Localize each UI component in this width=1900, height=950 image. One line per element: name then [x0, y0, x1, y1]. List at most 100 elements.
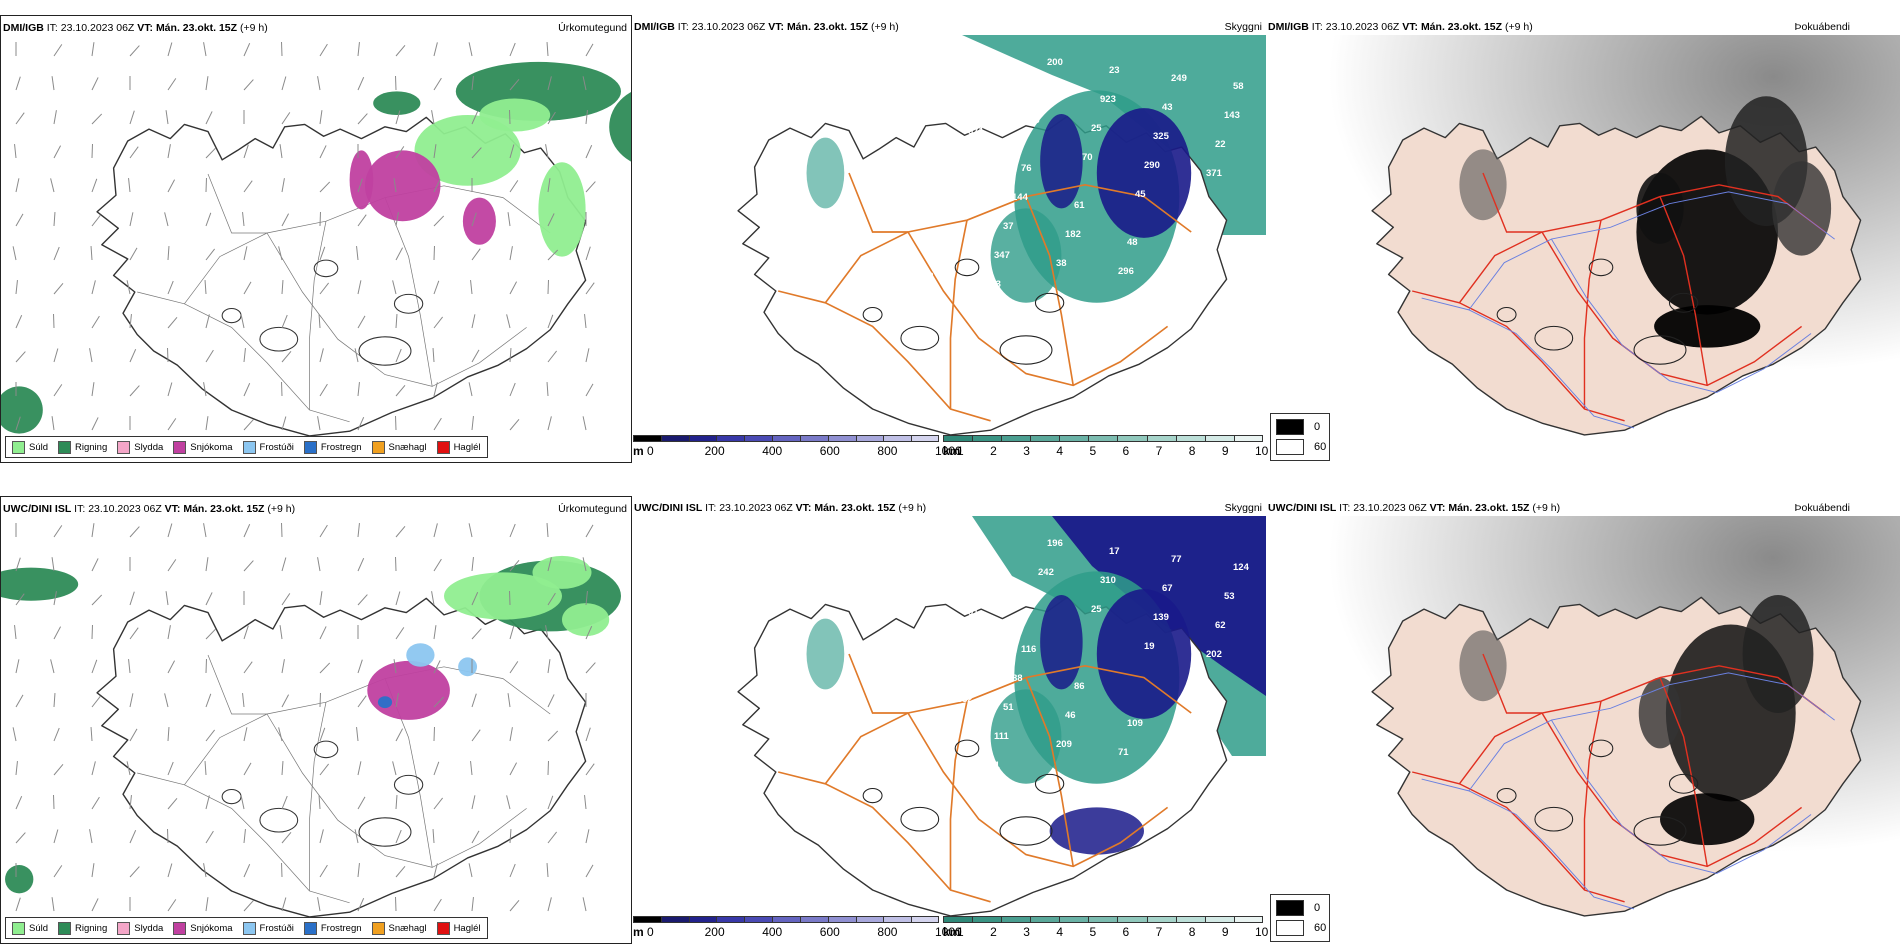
fog-panel-name-bottom: Þokuábendi — [1794, 502, 1850, 514]
cloudbase-label: 263 — [985, 279, 1001, 290]
colorbar-segment — [716, 435, 745, 442]
wind-barb — [433, 316, 444, 329]
fog-panel-bottom: UWC/DINI ISL IT: 23.10.2023 06Z VT: Mán.… — [1266, 496, 1900, 944]
legend-label: Rigning — [75, 922, 108, 934]
cloudbase-label: 68 — [897, 628, 908, 639]
wind-barb — [91, 761, 96, 776]
fog-panel-top: DMI/IGB IT: 23.10.2023 06Z VT: Mán. 23.o… — [1266, 15, 1900, 463]
precip-legend-item: Snæhagl — [371, 440, 427, 454]
cloudbase-label: 116 — [1021, 644, 1036, 655]
freezing-rain-area — [377, 696, 393, 709]
wind-barb — [319, 662, 331, 674]
legend-swatch — [12, 440, 25, 454]
cloudbase-label: 37 — [1003, 221, 1014, 232]
glacier-outline — [1668, 773, 1699, 794]
wind-barb — [12, 246, 17, 261]
legend-swatch — [117, 440, 131, 454]
wind-barb — [433, 660, 441, 674]
wind-barb — [395, 348, 402, 363]
wind-barb — [471, 212, 477, 227]
wind-barb — [15, 416, 21, 431]
glacier-outline — [1668, 292, 1699, 313]
wind-barb — [471, 693, 477, 708]
fog-legend-swatch — [1276, 900, 1304, 916]
road-line — [848, 653, 909, 714]
cloudbase-label: 144 — [1012, 192, 1029, 203]
visibility-panel-top: 386 303 371 76 61 48 101 58 64 69 144 182 296 249 143 9… — [632, 15, 1266, 463]
wind-barb — [509, 42, 516, 57]
colorbar-segment — [799, 435, 828, 442]
wind-barb — [91, 382, 95, 397]
colorbar-segment — [772, 916, 800, 923]
glacier-outline — [862, 787, 883, 804]
wind-barb — [129, 526, 140, 538]
wind-barb — [395, 627, 405, 640]
road-line — [777, 290, 991, 422]
wind-barb — [547, 213, 555, 227]
precip-legend-item: Súld — [12, 440, 48, 454]
wind-barb — [53, 145, 62, 159]
cloudbase-label: 25 — [1091, 604, 1102, 615]
colorbar-tick: 6 — [1122, 925, 1130, 939]
wind-barb — [281, 760, 284, 776]
wind-barb — [281, 795, 288, 810]
cloudbase-label: 76 — [1021, 163, 1032, 174]
colorbar-tick: 8 — [1188, 444, 1196, 458]
road-line — [266, 713, 527, 868]
fog-legend-bottom: 0 60 — [1270, 894, 1330, 942]
road-line — [207, 654, 268, 715]
cloudbase-label: 23 — [1109, 65, 1120, 76]
drizzle-area — [538, 162, 586, 257]
wind-barb — [547, 557, 552, 572]
road-line — [309, 221, 327, 411]
precip-legend-item: Frostúði — [242, 921, 294, 935]
wind-barb — [357, 315, 366, 329]
cloudbase-label: 923 — [1100, 94, 1116, 105]
road-line — [848, 172, 909, 233]
wind-barb — [509, 828, 512, 844]
precip-legend-item: Snjókoma — [173, 921, 233, 935]
legend-label: Snæhagl — [388, 441, 427, 453]
cloudbase-ticks-bottom: m 0 200 400 600 800 1000 — [633, 925, 962, 939]
colorbar-segment — [855, 435, 884, 442]
iceland-outline — [1371, 595, 1862, 917]
precip-legend-item: Frostregn — [303, 440, 362, 454]
wind-barb — [281, 279, 284, 295]
wind-barb — [354, 829, 359, 844]
wind-barb — [584, 795, 587, 810]
wind-barb — [468, 42, 473, 57]
wind-barb — [203, 382, 207, 397]
wind-barb — [281, 76, 287, 91]
colorbar-segment — [827, 916, 856, 923]
road-line — [1458, 184, 1826, 304]
precip-legend-item: Súld — [12, 921, 48, 935]
cloudbase-label: 139 — [1153, 612, 1169, 623]
wind-barb — [546, 41, 549, 57]
precip-legend-item: Frostregn — [303, 921, 362, 935]
colorbar-segment — [1059, 435, 1089, 442]
iceland-outline — [1371, 96, 1862, 436]
wind-barb — [431, 110, 435, 125]
wind-barb — [471, 111, 479, 125]
wind-barb — [51, 897, 55, 912]
colorbar-unit: km — [943, 444, 961, 458]
wind-barb — [470, 280, 473, 295]
wind-barb — [89, 348, 93, 363]
wind-barb — [243, 560, 254, 572]
road-line — [1659, 196, 1708, 386]
colorbar-segment — [744, 435, 773, 442]
wind-barb — [471, 76, 474, 91]
cloudbase-label: 96 — [915, 570, 926, 581]
wind-barb — [51, 416, 55, 431]
wind-barb — [585, 727, 591, 742]
fog-legend-swatch — [1276, 439, 1304, 455]
wind-barb — [509, 762, 518, 776]
wind-barb — [433, 797, 444, 810]
rain-area — [5, 865, 34, 894]
wind-barb — [432, 828, 435, 844]
wind-barb — [243, 625, 249, 640]
road-line — [184, 185, 551, 305]
wind-barb — [433, 523, 438, 538]
wind-barb — [585, 348, 590, 363]
wind-barb — [357, 42, 360, 57]
